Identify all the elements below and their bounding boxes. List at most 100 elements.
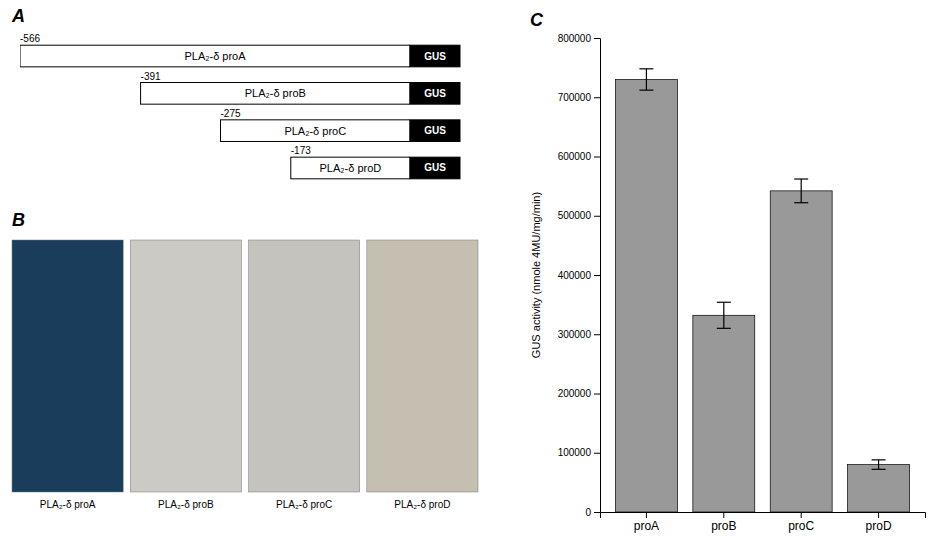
tick-label: proC: [788, 519, 814, 533]
x-tick: proC: [788, 512, 814, 533]
tick-label: 0: [585, 507, 591, 518]
gus-box: [410, 120, 460, 142]
y-tick: 100000: [558, 447, 600, 458]
photo: [249, 240, 360, 492]
tick-label: 200000: [558, 388, 592, 399]
tick-label: 300000: [558, 329, 592, 340]
tick-mark: [594, 216, 600, 217]
gus-box: [410, 45, 460, 67]
photo-label: PLA₂-δ proB: [158, 499, 214, 510]
bars: [20, 45, 410, 179]
error-cap: [794, 178, 808, 179]
panel-title: B: [12, 210, 25, 230]
error-cap: [639, 90, 653, 91]
tick-label: 700000: [558, 92, 592, 103]
gus-boxes: GUS GUS GUS GUS: [410, 45, 460, 179]
y-tick: 400000: [558, 270, 600, 281]
data-label: -173: [291, 145, 311, 156]
error-cap: [639, 68, 653, 69]
bar: [848, 465, 910, 512]
x-tick: proD: [866, 512, 892, 533]
x-tick: proB: [711, 512, 736, 533]
y-tick: 0: [585, 507, 600, 518]
photo: [130, 240, 241, 492]
tick-mark: [594, 512, 600, 513]
bar: [141, 83, 410, 105]
y-tick: 300000: [558, 329, 600, 340]
data-label: -275: [221, 108, 241, 119]
tick-mark: [594, 97, 600, 98]
tick-mark: [878, 512, 879, 518]
tick-mark: [646, 512, 647, 518]
bar: [221, 120, 410, 142]
category-label: PLA₂-δ proD: [320, 162, 382, 174]
axis-line: [601, 513, 926, 519]
tick-mark: [594, 275, 600, 276]
tick-label: 400000: [558, 270, 592, 281]
category-label: PLA₂-δ proC: [284, 125, 346, 137]
annotation: GUS: [424, 162, 446, 173]
error-line: [801, 179, 802, 203]
figure: APLA₂-δ proA-566PLA₂-δ proB-391PLA₂-δ pr…: [0, 0, 943, 553]
bar: [20, 45, 410, 67]
error-line: [723, 302, 724, 328]
error-bar: [872, 460, 886, 469]
tick-mark: [594, 157, 600, 158]
tick-mark: [723, 512, 724, 518]
category-label: PLA₂-δ proA: [184, 50, 246, 62]
bar: [291, 157, 410, 179]
x-tick: proA: [634, 512, 659, 533]
error-line: [646, 69, 647, 90]
plot-area: [615, 69, 909, 512]
gus-box: [410, 83, 460, 105]
error-bar: [639, 69, 653, 90]
y-axis-label: GUS activity (nmole 4MU/mg/min): [530, 192, 542, 358]
labels: PLA₂-δ proA -566 PLA₂-δ proB -391 PLA₂-δ pro…: [20, 33, 381, 174]
bar: [770, 191, 832, 512]
y-axis: 0 100000 200000 300000 400000 500000 600000 700…: [558, 33, 601, 518]
photo-label: PLA₂-δ proC: [276, 499, 332, 510]
tick-label: 600000: [558, 151, 592, 162]
error-cap: [717, 328, 731, 329]
bar: [615, 79, 677, 512]
y-tick: 600000: [558, 151, 600, 162]
error-cap: [717, 302, 731, 303]
photo-label: PLA₂-δ proA: [40, 499, 96, 510]
photos: [12, 240, 478, 492]
category-label: PLA₂-δ proB: [245, 87, 306, 99]
photo: [367, 240, 478, 492]
y-tick: 500000: [558, 210, 600, 221]
gus-box: [410, 157, 460, 179]
tick-mark: [801, 512, 802, 518]
y-tick: 200000: [558, 388, 600, 399]
x-axis: proA proB proC proD: [601, 512, 926, 533]
panel-title: C: [530, 10, 544, 30]
annotation: GUS: [424, 51, 446, 62]
panel-a: APLA₂-δ proA-566PLA₂-δ proB-391PLA₂-δ pr…: [11, 6, 460, 179]
tick-label: 800000: [558, 33, 592, 44]
annotation: GUS: [424, 88, 446, 99]
tick-label: proD: [866, 519, 892, 533]
bar: [693, 315, 755, 512]
error-bar: [794, 179, 808, 203]
data-label: -391: [141, 71, 161, 82]
tick-label: proA: [634, 519, 659, 533]
tick-mark: [594, 453, 600, 454]
error-cap: [872, 459, 886, 460]
tick-label: proB: [711, 519, 736, 533]
annotation: GUS: [424, 125, 446, 136]
error-cap: [794, 202, 808, 203]
photo: [12, 240, 123, 492]
error-cap: [872, 469, 886, 470]
photo-label: PLA₂-δ proD: [394, 499, 450, 510]
tick-mark: [594, 394, 600, 395]
panel-title: A: [11, 6, 25, 26]
data-label: -566: [20, 33, 40, 44]
y-tick: 700000: [558, 92, 600, 103]
tick-mark: [594, 334, 600, 335]
tick-label: 100000: [558, 447, 592, 458]
tick-mark: [594, 38, 600, 39]
error-bar: [717, 302, 731, 328]
error-line: [878, 460, 879, 469]
panel-c: CproA proB proC proD 0 100000 200000 300000 4000…: [530, 10, 926, 533]
